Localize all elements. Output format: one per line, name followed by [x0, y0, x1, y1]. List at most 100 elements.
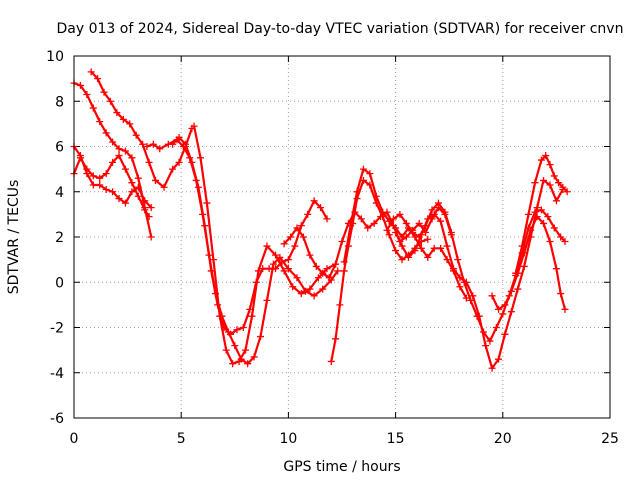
data-point — [141, 206, 149, 214]
data-point — [398, 242, 406, 250]
data-point — [297, 290, 305, 298]
data-point — [299, 233, 307, 241]
data-point — [542, 152, 550, 160]
data-point — [552, 265, 560, 273]
data-point — [430, 244, 438, 252]
data-point — [319, 269, 327, 277]
data-point — [134, 174, 142, 182]
data-point — [546, 161, 554, 169]
data-point — [340, 267, 348, 275]
x-tick-label: 15 — [387, 431, 405, 447]
data-point — [128, 154, 136, 162]
data-point — [540, 176, 548, 184]
y-tick-label: 0 — [55, 275, 64, 291]
data-point — [102, 129, 110, 137]
data-point — [169, 165, 177, 173]
data-point — [76, 152, 84, 160]
data-point — [392, 228, 400, 236]
data-point — [306, 285, 314, 293]
data-point — [501, 330, 509, 338]
data-point — [145, 158, 153, 166]
data-point — [379, 208, 387, 216]
data-point — [134, 183, 142, 191]
data-point — [254, 267, 262, 275]
data-point — [546, 238, 554, 246]
data-point — [115, 145, 123, 153]
data-point — [437, 244, 445, 252]
data-point — [280, 240, 288, 248]
y-tick-label: 4 — [55, 185, 64, 201]
data-point — [216, 312, 224, 320]
data-point — [141, 197, 149, 205]
data-point — [443, 256, 451, 264]
data-point — [235, 357, 243, 365]
data-point — [222, 346, 230, 354]
data-point — [257, 333, 265, 341]
data-point — [404, 253, 412, 261]
data-point — [495, 355, 503, 363]
data-point — [359, 165, 367, 173]
data-point — [396, 210, 404, 218]
data-point — [201, 222, 209, 230]
data-point — [486, 337, 494, 345]
data-point — [229, 360, 237, 368]
y-tick-label: 6 — [55, 140, 64, 156]
data-point — [456, 283, 464, 291]
data-point — [501, 301, 509, 309]
data-point — [334, 267, 342, 275]
data-point — [227, 330, 235, 338]
series-arc-6 — [169, 133, 331, 338]
data-point — [469, 292, 477, 300]
y-axis-title: SDTVAR / TECUs — [6, 180, 22, 295]
data-point — [250, 353, 258, 361]
data-point — [310, 292, 318, 300]
data-point — [338, 238, 346, 246]
data-point — [537, 206, 545, 214]
data-point — [353, 188, 361, 196]
data-point — [297, 222, 305, 230]
series-line — [343, 168, 468, 299]
data-point — [263, 296, 271, 304]
data-point — [190, 122, 198, 130]
data-point — [284, 256, 292, 264]
data-point — [259, 265, 267, 273]
data-point — [209, 256, 217, 264]
data-point — [385, 231, 393, 239]
data-point — [441, 208, 449, 216]
data-point — [520, 249, 528, 257]
data-point — [323, 215, 331, 223]
data-point — [287, 233, 295, 241]
data-point — [151, 176, 159, 184]
data-point — [563, 188, 571, 196]
data-point — [207, 267, 215, 275]
y-tick-label: -2 — [50, 321, 64, 337]
data-point — [289, 283, 297, 291]
data-point — [495, 305, 503, 313]
data-point — [561, 238, 569, 246]
series-line — [330, 179, 429, 362]
data-point — [402, 219, 410, 227]
data-point — [398, 233, 406, 241]
data-point — [533, 213, 541, 221]
data-point — [175, 158, 183, 166]
data-point — [417, 231, 425, 239]
data-point — [102, 185, 110, 193]
data-point — [196, 154, 204, 162]
data-point — [437, 217, 445, 225]
data-point — [317, 204, 325, 212]
series-line — [386, 202, 566, 343]
data-point — [552, 197, 560, 205]
data-point — [482, 342, 490, 350]
data-point — [456, 274, 464, 282]
data-point — [310, 197, 318, 205]
data-point — [181, 140, 189, 148]
data-point — [372, 192, 380, 200]
data-point — [248, 312, 256, 320]
data-point — [488, 292, 496, 300]
data-point — [411, 247, 419, 255]
data-point — [507, 287, 515, 295]
data-point — [115, 195, 123, 203]
data-point — [561, 305, 569, 313]
data-point — [89, 181, 97, 189]
data-point — [447, 228, 455, 236]
